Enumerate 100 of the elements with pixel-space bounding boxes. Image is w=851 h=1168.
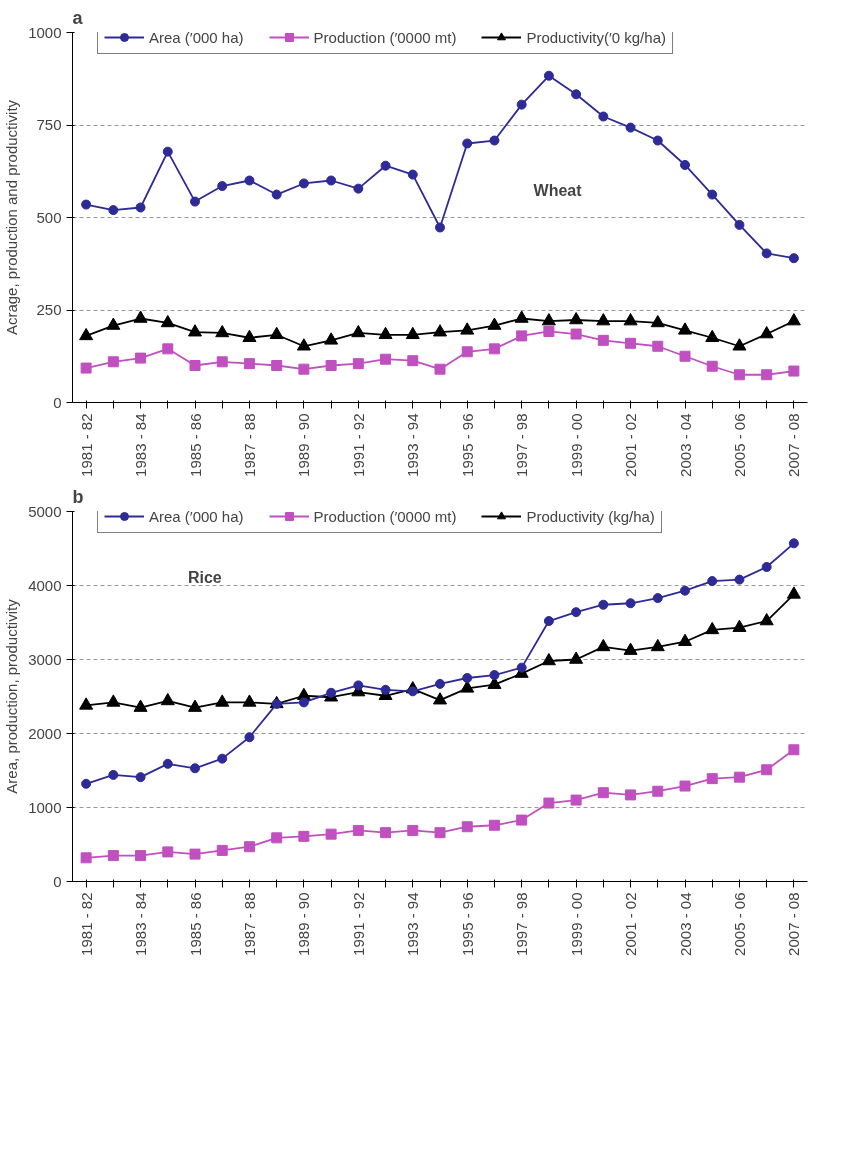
point [460, 680, 475, 693]
point [325, 828, 337, 840]
point [135, 772, 146, 783]
point [571, 607, 582, 618]
point [679, 350, 691, 362]
point [135, 850, 147, 862]
annotation: Rice [187, 568, 222, 586]
x-tick-label: 1987 - 88 [240, 413, 258, 477]
legend-label: Production (′0000 mt) [313, 510, 457, 525]
point [516, 814, 528, 826]
point [652, 785, 664, 797]
point [190, 196, 200, 207]
point [487, 317, 502, 330]
point [650, 638, 665, 652]
point [326, 175, 337, 186]
x-tick-label: 1993 - 94 [404, 892, 422, 956]
point [570, 328, 582, 340]
point [107, 356, 119, 368]
point [215, 324, 230, 338]
x-tick-label: 1997 - 98 [513, 892, 531, 956]
point [271, 832, 283, 844]
point [679, 780, 691, 792]
x-tick-label: 2005 - 06 [730, 892, 748, 956]
point [541, 313, 556, 326]
point [106, 694, 121, 707]
point [244, 175, 255, 186]
y-tick-label: 0 [53, 393, 62, 411]
point [596, 638, 611, 652]
point [243, 358, 255, 370]
x-tick-label: 1981 - 82 [77, 413, 95, 477]
point [516, 662, 527, 673]
point [351, 324, 366, 338]
point [133, 699, 148, 712]
point [788, 365, 800, 377]
point [380, 353, 392, 365]
point [759, 326, 774, 339]
point [625, 122, 636, 133]
point [623, 642, 638, 655]
y-tick-label: 250 [36, 301, 62, 318]
point [296, 338, 311, 351]
point [759, 613, 774, 626]
point [597, 787, 609, 799]
y-tick-label: 750 [36, 116, 62, 133]
x-tick-label: 1985 - 86 [186, 892, 204, 956]
point [378, 326, 393, 340]
x-tick-label: 1983 - 84 [132, 413, 150, 477]
point [678, 633, 692, 646]
point [732, 619, 747, 632]
point [162, 343, 174, 355]
point [707, 189, 718, 200]
point [407, 169, 418, 180]
point [516, 99, 527, 110]
point [623, 313, 638, 326]
point [108, 769, 119, 780]
point [786, 586, 801, 599]
point [326, 687, 337, 698]
point [325, 360, 337, 371]
x-tick-label: 2003 - 04 [676, 413, 694, 477]
point [188, 324, 202, 337]
x-tick-label: 1991 - 92 [349, 413, 367, 477]
point [705, 329, 720, 342]
point [460, 322, 475, 335]
point [516, 330, 528, 342]
point [353, 183, 364, 194]
x-tick-label: 1997 - 98 [513, 413, 531, 477]
point [216, 356, 228, 368]
point [135, 352, 147, 364]
point [625, 337, 637, 349]
y-tick-label: 0 [53, 872, 62, 890]
point [162, 758, 173, 769]
point [242, 329, 257, 342]
point [435, 678, 445, 689]
point [625, 789, 637, 801]
x-tick-label: 1999 - 00 [567, 413, 585, 477]
point [160, 314, 175, 328]
legend-label: Area (′000 ha) [149, 510, 244, 525]
x-tick-label: 2001 - 02 [622, 413, 640, 477]
legend-label: Productivity(′0 kg/ha) [526, 31, 666, 46]
point [569, 651, 584, 664]
point [81, 199, 92, 210]
point [488, 343, 500, 355]
point [705, 621, 720, 635]
point [435, 222, 445, 233]
point [625, 598, 636, 609]
point [106, 317, 121, 330]
x-tick-label: 2007 - 08 [785, 413, 803, 477]
x-tick-label: 1983 - 84 [132, 892, 150, 956]
point [217, 181, 228, 192]
point [788, 253, 799, 264]
point [652, 340, 664, 352]
point [81, 778, 92, 789]
point [433, 692, 447, 705]
point [680, 159, 690, 170]
y-tick-label: 4000 [28, 576, 62, 594]
y-tick-label: 5000 [28, 502, 62, 520]
point [462, 673, 473, 683]
point [298, 830, 310, 842]
point [514, 310, 529, 323]
point [543, 797, 555, 809]
chart-title: a [72, 7, 84, 28]
